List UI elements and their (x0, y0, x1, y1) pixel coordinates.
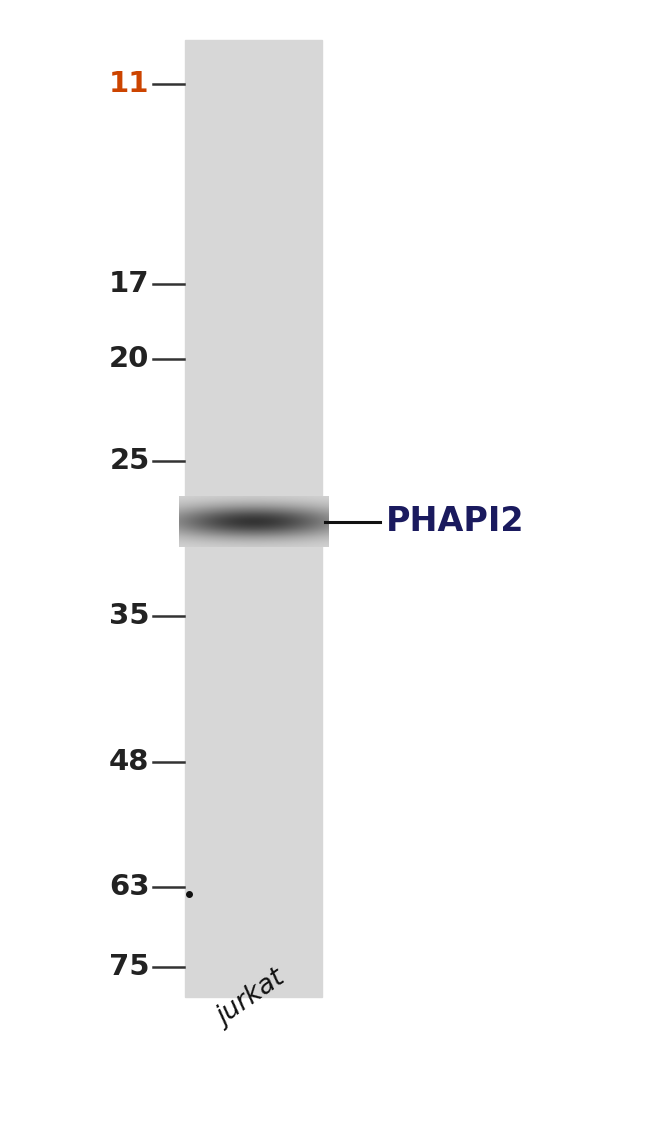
Text: 11: 11 (109, 69, 150, 98)
Text: 25: 25 (109, 448, 150, 475)
Text: 48: 48 (109, 747, 150, 776)
Text: 20: 20 (109, 345, 150, 372)
Text: 63: 63 (109, 872, 150, 901)
Text: jurkat: jurkat (213, 966, 291, 1031)
Text: 35: 35 (109, 603, 150, 630)
Text: 75: 75 (109, 953, 150, 981)
Bar (185, 40, 322, 997)
Text: 17: 17 (109, 270, 150, 298)
Text: PHAPI2: PHAPI2 (385, 506, 524, 539)
